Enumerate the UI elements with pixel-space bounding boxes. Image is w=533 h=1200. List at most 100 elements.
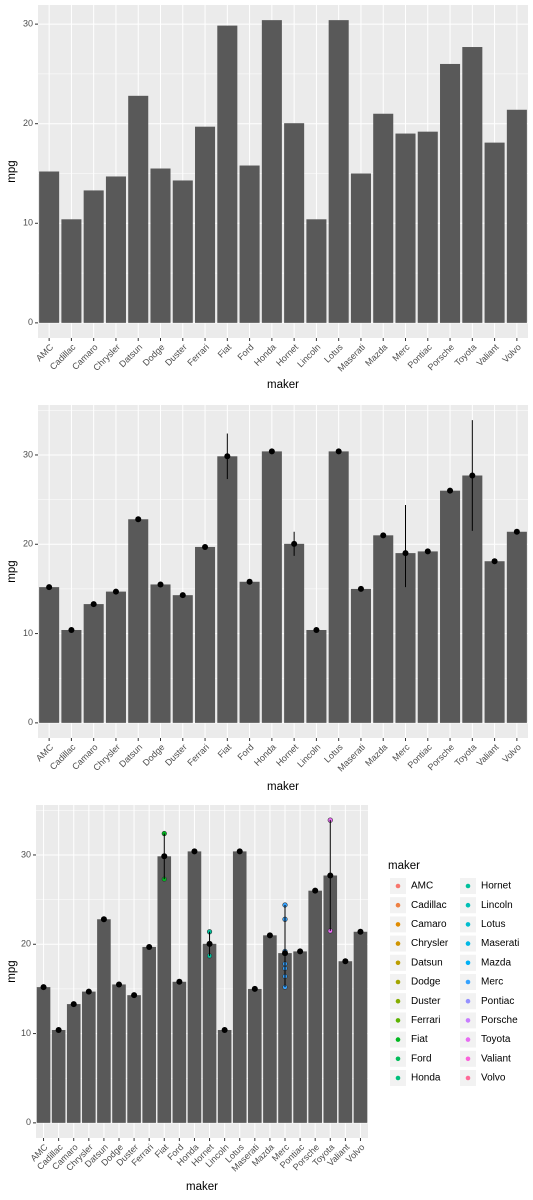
bar xyxy=(395,133,416,323)
legend-label: Duster xyxy=(411,996,441,1007)
legend-label: Chrysler xyxy=(411,938,449,949)
x-tick-label: Lincoln xyxy=(295,742,322,769)
legend-swatch xyxy=(465,998,471,1004)
y-tick-label: 0 xyxy=(28,317,33,327)
bar xyxy=(83,190,104,323)
legend-label: Mazda xyxy=(481,957,511,968)
bar xyxy=(157,856,172,1123)
legend-label: Pontiac xyxy=(481,996,514,1007)
legend-label: Datsun xyxy=(411,957,443,968)
mean-point xyxy=(116,981,122,988)
mean-point xyxy=(513,528,520,535)
bar xyxy=(440,63,461,323)
legend-label: Merc xyxy=(481,977,503,988)
x-tick-label: Dodge xyxy=(141,742,167,768)
mean-point xyxy=(90,601,97,608)
mean-point xyxy=(342,958,349,965)
mean-point xyxy=(55,1026,62,1033)
bar xyxy=(172,180,193,323)
x-tick-label: Fiat xyxy=(216,742,234,760)
bar xyxy=(82,991,96,1123)
mean-point xyxy=(447,487,454,494)
legend-label: Lotus xyxy=(481,919,505,930)
mean-point xyxy=(68,626,75,633)
bar xyxy=(195,126,216,323)
legend-swatch xyxy=(395,902,401,908)
legend-swatch xyxy=(465,883,471,889)
bar xyxy=(239,165,260,323)
x-tick-label: Datsun xyxy=(117,742,144,769)
x-tick-label: Lincoln xyxy=(295,342,322,369)
bar xyxy=(417,131,438,323)
legend-label: AMC xyxy=(411,881,433,892)
legend-swatch xyxy=(465,902,471,908)
legend-swatch xyxy=(395,883,401,889)
bar xyxy=(66,1004,81,1123)
legend-swatch xyxy=(465,1018,471,1023)
x-tick-label: Valiant xyxy=(475,742,501,768)
legend-swatch xyxy=(465,1037,471,1042)
legend-swatch xyxy=(395,1018,401,1023)
legend-swatch xyxy=(395,1056,401,1062)
mean-point xyxy=(357,928,364,935)
legend-swatch xyxy=(465,1056,471,1062)
mean-point xyxy=(85,988,92,995)
mean-point xyxy=(40,984,47,991)
x-tick-label: Toyota xyxy=(453,342,479,368)
legend-label: Camaro xyxy=(411,919,447,930)
x-tick-label: Duster xyxy=(163,342,189,368)
y-axis-title: mpg xyxy=(6,560,18,582)
bar xyxy=(328,20,349,323)
bar xyxy=(506,531,527,723)
y-tick-label: 0 xyxy=(26,1117,31,1127)
mean-point xyxy=(246,578,253,585)
bar xyxy=(39,171,60,323)
x-tick-label: Datsun xyxy=(117,342,144,369)
legend-swatch xyxy=(465,960,471,966)
legend-label: Ferrari xyxy=(411,1015,440,1026)
bar xyxy=(105,176,126,323)
bar xyxy=(150,168,171,323)
mean-point xyxy=(146,943,153,950)
bar xyxy=(263,935,277,1123)
x-tick-label: Dodge xyxy=(141,342,167,368)
legend-swatch xyxy=(395,960,401,966)
legend-swatch xyxy=(465,979,471,985)
legend-swatch xyxy=(395,941,401,946)
bar xyxy=(202,943,217,1123)
bar xyxy=(484,561,505,723)
bar xyxy=(293,951,307,1123)
mean-point xyxy=(70,1001,77,1008)
y-tick-label: 20 xyxy=(21,939,31,949)
mean-point xyxy=(161,853,168,860)
bar xyxy=(217,1029,232,1123)
x-tick-label: Fiat xyxy=(216,342,234,360)
bar xyxy=(128,519,149,723)
mean-point xyxy=(380,532,387,539)
x-axis-title: maker xyxy=(267,379,299,391)
y-tick-label: 20 xyxy=(23,118,33,128)
bar xyxy=(306,629,327,723)
mean-point xyxy=(297,948,304,955)
mean-point xyxy=(268,448,275,455)
mean-point xyxy=(221,1026,228,1033)
mean-point xyxy=(251,985,258,992)
x-tick-label: Mazda xyxy=(363,742,389,768)
x-tick-label: Honda xyxy=(252,742,278,768)
bar xyxy=(323,875,338,1123)
y-axis-title: mpg xyxy=(6,960,18,982)
mean-point xyxy=(131,992,138,999)
x-tick-label: Honda xyxy=(252,342,278,368)
x-axis-title: maker xyxy=(267,781,299,793)
bar xyxy=(172,595,193,723)
bar xyxy=(373,535,394,723)
mean-point xyxy=(202,543,209,550)
legend-swatch xyxy=(465,1075,471,1081)
y-axis-title: mpg xyxy=(6,160,18,182)
bar xyxy=(395,553,416,723)
bar xyxy=(462,47,483,323)
y-tick-label: 10 xyxy=(23,218,33,228)
bar xyxy=(97,919,111,1123)
legend-label: Toyota xyxy=(481,1034,511,1045)
